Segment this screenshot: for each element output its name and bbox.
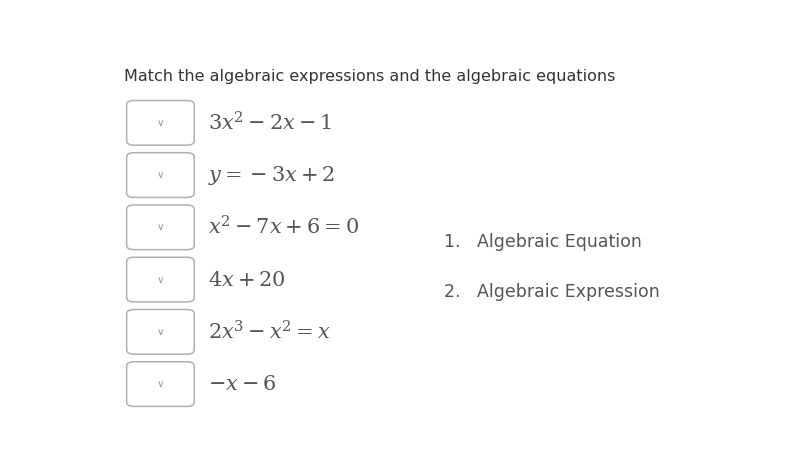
- Text: Match the algebraic expressions and the algebraic equations: Match the algebraic expressions and the …: [123, 69, 615, 84]
- FancyBboxPatch shape: [126, 309, 194, 354]
- Text: ∨: ∨: [157, 118, 164, 128]
- Text: ∨: ∨: [157, 275, 164, 285]
- Text: $3x^2 - 2x - 1$: $3x^2 - 2x - 1$: [209, 111, 333, 134]
- FancyBboxPatch shape: [126, 362, 194, 406]
- Text: $y = -3x + 2$: $y = -3x + 2$: [209, 164, 336, 187]
- FancyBboxPatch shape: [126, 153, 194, 197]
- Text: ∨: ∨: [157, 379, 164, 389]
- Text: $x^2 - 7x + 6 = 0$: $x^2 - 7x + 6 = 0$: [209, 216, 359, 239]
- FancyBboxPatch shape: [126, 101, 194, 145]
- Text: ∨: ∨: [157, 222, 164, 232]
- FancyBboxPatch shape: [126, 257, 194, 302]
- FancyBboxPatch shape: [126, 205, 194, 249]
- Text: ∨: ∨: [157, 327, 164, 337]
- Text: 1.   Algebraic Equation: 1. Algebraic Equation: [444, 233, 642, 251]
- Text: ∨: ∨: [157, 170, 164, 180]
- Text: $4x + 20$: $4x + 20$: [209, 270, 286, 290]
- Text: 2.   Algebraic Expression: 2. Algebraic Expression: [444, 283, 660, 301]
- Text: $-x - 6$: $-x - 6$: [209, 374, 277, 394]
- Text: $2x^3 - x^2 = x$: $2x^3 - x^2 = x$: [209, 320, 331, 344]
